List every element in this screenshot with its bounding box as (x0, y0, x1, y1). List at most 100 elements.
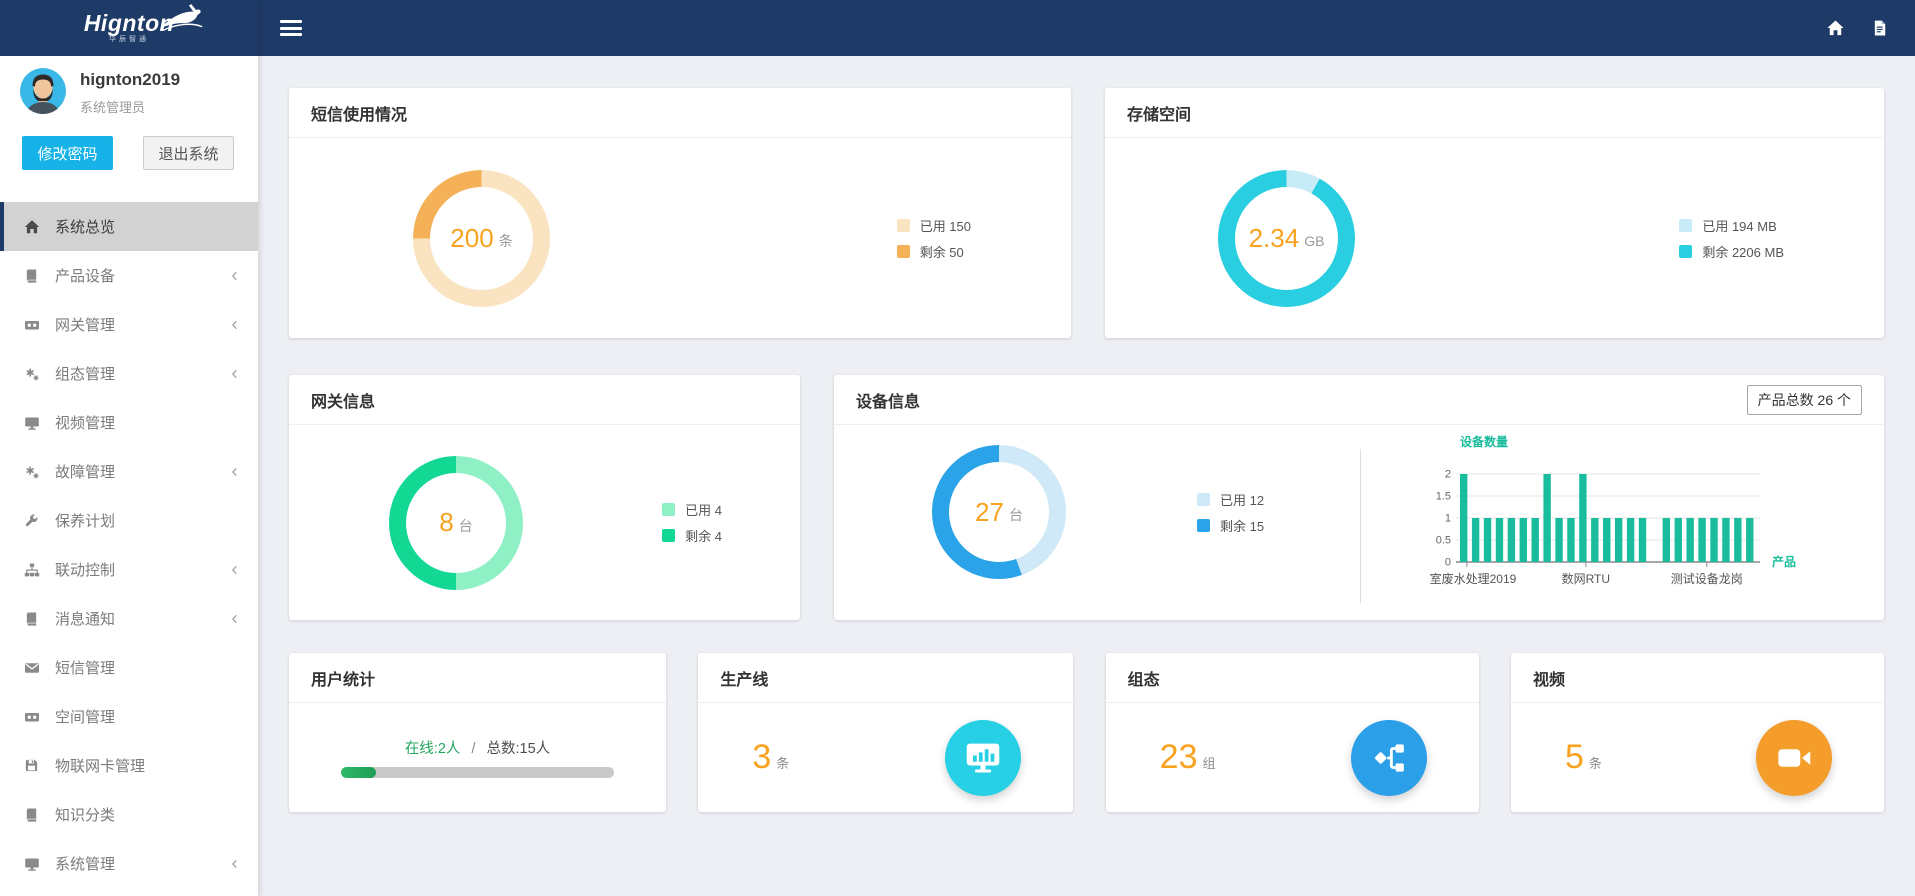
device-total: 27 (975, 496, 1004, 527)
sidebar-item-knowledge-category[interactable]: 知识分类 (0, 790, 258, 839)
bar-chart-y-title: 设备数量 (1460, 435, 1509, 449)
monitor-icon (24, 415, 42, 431)
legend-item: 已用 4 (662, 500, 722, 519)
floppy-icon (24, 758, 42, 774)
sidebar-menu: 系统总览产品设备 网关管理 组态管理 视频管理故障管理保养计划联动控制消息通知短信管理… (0, 202, 258, 888)
flowchart-icon (1350, 719, 1427, 796)
divider (1360, 449, 1361, 603)
sidebar-item-space-management[interactable]: 空间管理 (0, 692, 258, 741)
storage-total: 2.34 (1248, 222, 1300, 253)
sidebar-item-label: 消息通知 (55, 611, 116, 628)
sidebar-item-linkage-control[interactable]: 联动控制 (0, 545, 258, 594)
sidebar-item-label: 系统管理 (55, 856, 116, 873)
card-device-info: 设备信息 产品总数 26 个 27 台 已用 12 剩余 15 设备数量 0 0.5 1… (834, 375, 1884, 620)
legend-item: 已用 12 (1197, 490, 1264, 509)
svg-text:0.5: 0.5 (1436, 535, 1451, 547)
sidebar-item-label: 故障管理 (55, 464, 116, 481)
username: hignton2019 (80, 70, 181, 89)
book-icon (24, 807, 42, 823)
sidebar-item-gateway-management[interactable]: 网关管理 (0, 300, 258, 349)
production-line-icon (945, 719, 1022, 796)
avatar (20, 68, 66, 114)
svg-text:0: 0 (1445, 557, 1451, 569)
sidebar-item-system-management[interactable]: 系统管理 (0, 839, 258, 888)
legend-item: 剩余 4 (662, 526, 722, 545)
chevron-left-icon (229, 367, 240, 381)
card-title: 生产线 (720, 671, 769, 689)
chevron-left-icon (229, 465, 240, 479)
device-donut-chart: 27 台 (932, 445, 1066, 579)
sitemap-icon (24, 562, 42, 578)
svg-text:1.5: 1.5 (1436, 491, 1451, 503)
gateway-legend: 已用 4 剩余 4 (662, 493, 722, 552)
card-title: 视频 (1532, 671, 1565, 689)
legend-item: 剩余 50 (896, 242, 971, 261)
svg-text:2: 2 (1445, 469, 1451, 481)
production-count: 3 (752, 738, 772, 776)
cam-icon (24, 317, 42, 333)
card-title: 设备信息 (856, 393, 921, 411)
sidebar-item-label: 物联网卡管理 (55, 758, 146, 775)
sidebar-item-fault-management[interactable]: 故障管理 (0, 447, 258, 496)
total-users: 总数:15人 (486, 741, 551, 757)
sidebar-item-product-device[interactable]: 产品设备 (0, 251, 258, 300)
chevron-left-icon (229, 318, 240, 332)
video-count: 5 (1564, 738, 1584, 776)
sidebar-item-label: 知识分类 (55, 807, 116, 824)
card-title: 组态 (1127, 671, 1160, 689)
home-icon[interactable] (1813, 19, 1857, 37)
storage-donut-chart: 2.34 GB (1218, 169, 1355, 307)
svg-text:验室废水处理2019: 验室废水处理2019 (1430, 571, 1517, 586)
svg-text:测试设备龙岗: 测试设备龙岗 (1671, 571, 1743, 586)
sidebar-item-maintenance-plan[interactable]: 保养计划 (0, 496, 258, 545)
home-icon (24, 219, 42, 235)
sidebar-item-label: 空间管理 (55, 709, 116, 726)
gears-icon (24, 366, 42, 382)
sidebar-item-label: 联动控制 (55, 562, 116, 579)
user-role: 系统管理员 (80, 100, 146, 115)
card-title: 用户统计 (311, 671, 376, 689)
topbar (258, 0, 1915, 56)
chevron-left-icon (229, 857, 240, 871)
dashboard: 短信使用情况 200 条 已用 150 剩余 50 存储空间 2.34 GB 已用 1… (258, 0, 1915, 812)
sidebar-item-message-notify[interactable]: 消息通知 (0, 594, 258, 643)
deer-logo-icon (158, 0, 204, 39)
device-legend: 已用 12 剩余 15 (1197, 483, 1264, 542)
card-sms-usage: 短信使用情况 200 条 已用 150 剩余 50 (289, 88, 1071, 338)
chevron-left-icon (229, 269, 240, 283)
menu-toggle-icon[interactable] (280, 17, 302, 40)
legend-item: 剩余 2206 MB (1679, 242, 1784, 261)
online-users: 在线:2人 (404, 741, 461, 757)
gears-icon (24, 464, 42, 480)
chevron-left-icon (229, 612, 240, 626)
product-total-button[interactable]: 产品总数 26 个 (1746, 384, 1862, 415)
sidebar-item-label: 保养计划 (55, 513, 116, 530)
card-storage: 存储空间 2.34 GB 已用 194 MB 剩余 2206 MB (1105, 88, 1884, 338)
user-profile: hignton2019 系统管理员 修改密码 退出系统 (0, 56, 258, 170)
sidebar: Hignton 华辰智通 hignton2019 系统管理员 修改 (0, 0, 258, 896)
sidebar-item-label: 短信管理 (55, 660, 116, 677)
logout-button[interactable]: 退出系统 (143, 136, 234, 170)
sidebar-item-video-management[interactable]: 视频管理 (0, 398, 258, 447)
gateway-total: 8 (439, 507, 454, 537)
document-icon[interactable] (1857, 19, 1901, 37)
logo-text: Hignton (83, 9, 175, 36)
svg-text:产品: 产品 (1772, 554, 1796, 569)
change-password-button[interactable]: 修改密码 (22, 136, 113, 170)
sidebar-item-sms-management[interactable]: 短信管理 (0, 643, 258, 692)
svg-text:数网RTU: 数网RTU (1562, 571, 1610, 586)
legend-item: 已用 194 MB (1679, 216, 1784, 235)
sidebar-item-system-overview[interactable]: 系统总览 (0, 202, 258, 251)
svg-text:1: 1 (1445, 513, 1451, 525)
sidebar-item-iot-card-management[interactable]: 物联网卡管理 (0, 741, 258, 790)
chevron-left-icon (229, 563, 240, 577)
sidebar-item-label: 系统总览 (55, 219, 116, 236)
logo[interactable]: Hignton 华辰智通 (0, 0, 258, 56)
book-icon (24, 268, 42, 284)
scada-count: 23 (1159, 738, 1198, 776)
sidebar-item-scada-management[interactable]: 组态管理 (0, 349, 258, 398)
